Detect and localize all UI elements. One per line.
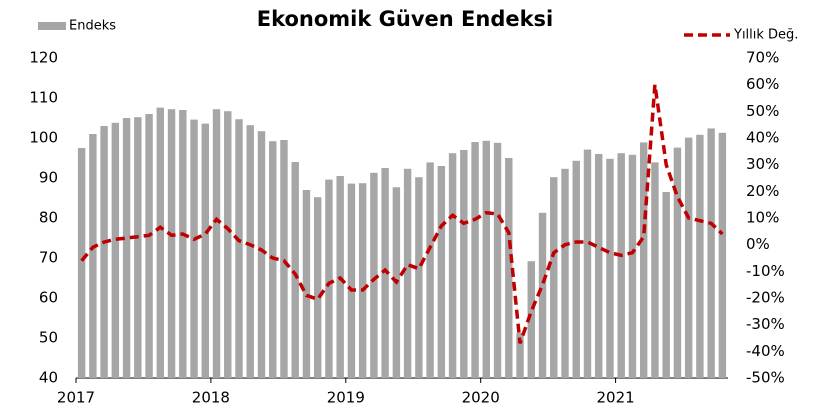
y2-tick-label: 20% [746,182,779,200]
legend-label: Yıllık Değ. [733,28,798,43]
x-tick-label: 2018 [192,389,230,407]
bar [684,137,693,378]
y2-tick-label: 30% [746,155,779,173]
chart-title: Ekonomik Güven Endeksi [257,7,554,31]
bar [673,147,682,378]
y2-tick-label: -20% [746,289,785,307]
bar [617,153,625,378]
x-tick-label: 2017 [57,389,95,407]
bar [595,154,603,378]
bar [572,160,580,378]
bar [403,168,412,378]
bar [257,131,266,378]
bar [707,128,715,378]
bar [167,109,176,378]
x-tick-label: 2021 [596,389,634,407]
bar [606,158,614,378]
bar [179,110,187,378]
y-tick-label: 90 [39,169,58,187]
y2-tick-label: 60% [746,75,779,93]
bar [246,125,254,378]
x-tick-label: 2019 [327,389,365,407]
bar [426,162,434,378]
x-tick-label: 2020 [462,389,500,407]
line [80,84,724,344]
y-tick-label: 50 [39,329,58,347]
bar [347,183,356,378]
y-tick-label: 70 [39,249,58,267]
y2-tick-label: 50% [746,102,779,120]
bar [493,142,502,378]
legend-label: Endeks [69,19,116,34]
bar [145,114,153,378]
y2-tick-label: -50% [746,369,785,387]
bar [527,261,535,378]
y2-tick-label: 70% [746,49,779,67]
y2-tick-label: 40% [746,129,779,147]
y2-tick-label: -30% [746,315,785,333]
legend-swatch [38,22,66,30]
bar [100,126,108,378]
bar [212,109,221,378]
bar [156,107,165,378]
bar [111,122,120,378]
bar [370,172,378,378]
bar [291,162,299,378]
bar [122,118,131,378]
bar [583,149,592,378]
bar [302,190,311,378]
y2-tick-label: 10% [746,209,779,227]
bar [325,179,333,378]
y-tick-label: 110 [29,89,58,107]
bar [415,177,423,378]
y-tick-label: 80 [39,209,58,227]
bar [201,123,209,378]
y-tick-label: 60 [39,289,58,307]
bar [662,192,670,378]
bar [471,142,479,378]
bar [437,166,446,378]
bar [460,150,468,378]
bar [190,119,198,378]
bar [718,132,727,378]
bar [639,142,648,378]
bar [482,140,491,378]
bar [516,332,524,378]
y2-tick-label: 0% [746,235,770,253]
bar [224,111,232,378]
bar [628,154,637,378]
bar [235,119,243,378]
bar [134,117,142,378]
y-tick-label: 120 [29,49,58,67]
bar [381,168,389,378]
bar [550,177,558,378]
bar [448,153,457,378]
y2-tick-label: -10% [746,262,785,280]
bar [89,134,97,378]
bar [358,183,367,378]
y-tick-label: 40 [39,369,58,387]
bar [313,197,322,378]
bar [651,162,659,378]
bar [77,148,86,378]
bar [696,134,704,378]
y-tick-label: 100 [29,129,58,147]
bar [561,168,569,378]
y2-tick-label: -40% [746,342,785,360]
bar [505,158,513,378]
bar [538,212,547,378]
